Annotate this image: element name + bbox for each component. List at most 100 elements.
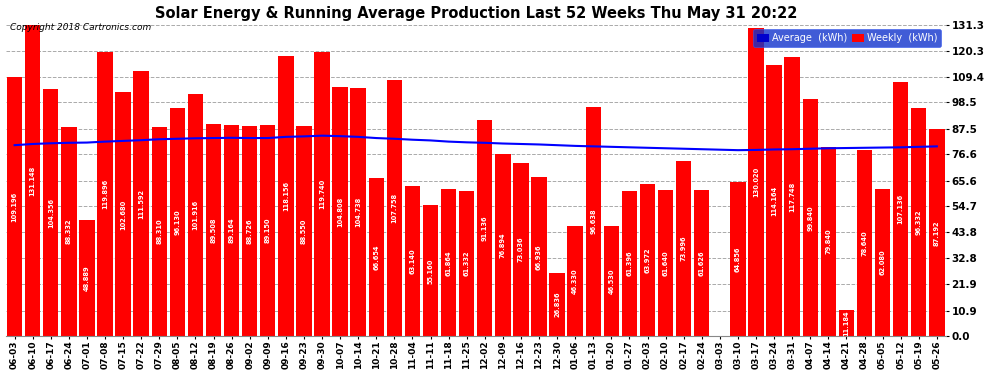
Text: 76.894: 76.894 [500, 232, 506, 258]
Text: 111.592: 111.592 [139, 189, 145, 219]
Text: 104.356: 104.356 [48, 197, 53, 228]
Text: 61.626: 61.626 [699, 251, 705, 276]
Text: 130.020: 130.020 [753, 167, 759, 197]
Text: 11.184: 11.184 [843, 310, 849, 336]
Text: 87.192: 87.192 [934, 220, 940, 246]
Text: 89.164: 89.164 [229, 217, 235, 243]
Bar [206, 124, 221, 336]
Bar [116, 93, 131, 336]
Text: 73.996: 73.996 [681, 236, 687, 261]
Bar [44, 88, 58, 336]
Text: 79.840: 79.840 [826, 229, 832, 254]
Text: 61.332: 61.332 [463, 251, 469, 276]
Bar [368, 178, 384, 336]
Bar [7, 77, 23, 336]
Bar [911, 108, 927, 336]
Text: 55.160: 55.160 [428, 258, 434, 284]
Legend: Average  (kWh), Weekly  (kWh): Average (kWh), Weekly (kWh) [753, 29, 941, 47]
Text: 107.758: 107.758 [391, 194, 397, 224]
Text: 96.130: 96.130 [174, 209, 180, 235]
Text: 89.150: 89.150 [264, 218, 270, 243]
Bar [315, 52, 330, 336]
Bar [893, 82, 909, 336]
Bar [532, 177, 546, 336]
Text: 109.196: 109.196 [12, 192, 18, 222]
Text: 89.508: 89.508 [211, 217, 217, 243]
Bar [61, 127, 76, 336]
Bar [604, 226, 619, 336]
Bar [839, 310, 854, 336]
Text: 119.740: 119.740 [319, 179, 325, 209]
Bar [423, 206, 439, 336]
Text: 48.889: 48.889 [84, 266, 90, 291]
Bar [296, 126, 312, 336]
Bar [731, 182, 745, 336]
Text: 66.654: 66.654 [373, 244, 379, 270]
Text: 118.156: 118.156 [283, 181, 289, 211]
Text: 96.638: 96.638 [590, 209, 596, 234]
Bar [441, 189, 456, 336]
Bar [242, 126, 257, 336]
Bar [622, 190, 638, 336]
Bar [169, 108, 185, 336]
Bar [549, 273, 564, 336]
Bar [784, 57, 800, 336]
Bar [188, 94, 203, 336]
Bar [25, 25, 41, 336]
Text: 78.640: 78.640 [861, 230, 867, 256]
Text: 63.140: 63.140 [410, 249, 416, 274]
Bar [856, 150, 872, 336]
Text: 96.332: 96.332 [916, 209, 922, 235]
Text: 26.836: 26.836 [554, 292, 560, 317]
Bar [694, 190, 710, 336]
Bar [495, 154, 511, 336]
Text: 73.036: 73.036 [518, 237, 524, 262]
Text: 88.310: 88.310 [156, 219, 162, 245]
Text: 63.972: 63.972 [644, 248, 650, 273]
Bar [585, 107, 601, 336]
Bar [803, 99, 818, 336]
Bar [260, 124, 275, 336]
Bar [766, 65, 782, 336]
Bar [477, 120, 492, 336]
Text: 114.164: 114.164 [771, 186, 777, 216]
Bar [387, 80, 402, 336]
Text: 88.332: 88.332 [66, 219, 72, 244]
Bar [676, 160, 691, 336]
Bar [79, 220, 95, 336]
Text: 117.748: 117.748 [789, 182, 795, 212]
Bar [875, 189, 890, 336]
Bar [567, 226, 583, 336]
Text: 107.136: 107.136 [898, 194, 904, 224]
Bar [513, 163, 529, 336]
Bar [930, 129, 944, 336]
Text: 104.738: 104.738 [355, 197, 361, 227]
Text: 62.080: 62.080 [879, 250, 886, 276]
Text: 88.726: 88.726 [247, 218, 252, 244]
Bar [459, 191, 474, 336]
Text: 104.808: 104.808 [338, 197, 344, 227]
Text: 61.640: 61.640 [662, 251, 668, 276]
Text: 61.396: 61.396 [627, 251, 633, 276]
Text: 64.856: 64.856 [735, 247, 741, 272]
Bar [350, 88, 366, 336]
Text: 102.680: 102.680 [120, 200, 126, 230]
Text: 66.936: 66.936 [536, 244, 542, 270]
Text: 119.896: 119.896 [102, 179, 108, 209]
Bar [821, 147, 836, 336]
Text: 61.864: 61.864 [446, 250, 451, 276]
Text: 91.136: 91.136 [482, 215, 488, 241]
Bar [134, 71, 148, 336]
Bar [97, 52, 113, 336]
Bar [405, 186, 420, 336]
Bar [151, 127, 167, 336]
Bar [640, 184, 655, 336]
Text: 46.530: 46.530 [608, 268, 615, 294]
Bar [333, 87, 347, 336]
Text: 46.330: 46.330 [572, 268, 578, 294]
Text: 131.148: 131.148 [30, 165, 36, 196]
Text: Copyright 2018 Cartronics.com: Copyright 2018 Cartronics.com [10, 22, 151, 32]
Title: Solar Energy & Running Average Production Last 52 Weeks Thu May 31 20:22: Solar Energy & Running Average Productio… [154, 6, 797, 21]
Bar [224, 124, 240, 336]
Text: 88.550: 88.550 [301, 219, 307, 244]
